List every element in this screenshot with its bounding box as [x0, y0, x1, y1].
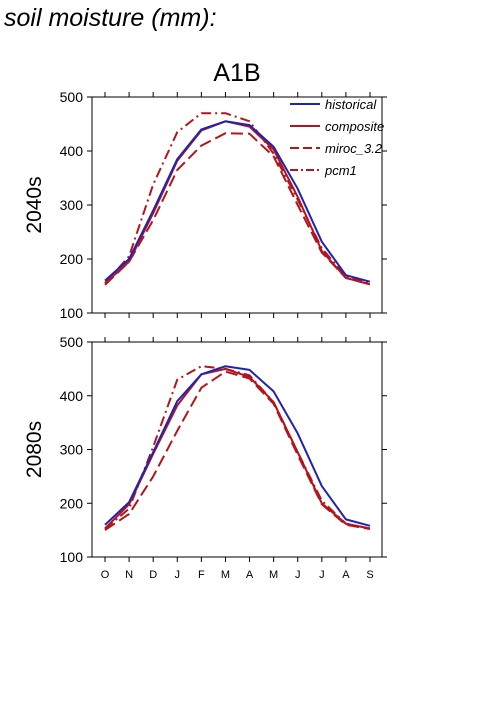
x-tick-label: F	[198, 569, 205, 581]
x-tick-label: D	[149, 569, 157, 581]
y-tick-label: 500	[60, 89, 84, 105]
x-tick-label: J	[319, 569, 325, 581]
x-tick-label: O	[101, 569, 110, 581]
page-title: soil moisture (mm):	[4, 4, 217, 32]
x-tick-label: N	[125, 569, 133, 581]
series-line-miroc-3-2	[104, 370, 371, 531]
y-tick-label: 100	[60, 549, 84, 565]
y-tick-label: 500	[60, 334, 84, 350]
y-tick-label: 400	[60, 388, 84, 404]
x-tick-label: S	[366, 569, 373, 581]
series-line-historical	[104, 120, 371, 283]
legend-label: historical	[325, 97, 377, 112]
y-tick-label: 300	[60, 442, 84, 458]
x-tick-label: J	[175, 569, 181, 581]
x-tick-label: A	[342, 569, 350, 581]
series-line-miroc-3-2	[104, 132, 371, 286]
y-tick-label: 200	[60, 495, 84, 511]
legend-label: composite	[325, 119, 384, 134]
x-tick-label: M	[221, 569, 230, 581]
y-axis-label: 2080s	[23, 421, 46, 478]
series-line-pcm1	[104, 112, 371, 285]
y-tick-label: 400	[60, 143, 84, 159]
legend-label: miroc_3.2	[325, 141, 383, 156]
x-tick-label: A	[246, 569, 254, 581]
y-axis-label: 2040s	[23, 176, 46, 233]
legend: historical composite miroc_3.2 pcm1	[290, 97, 384, 178]
chart-panel-2: 100 200 300 400 500 O N D J F M A M J J A S 2080s	[23, 334, 387, 581]
y-tick-label: 100	[60, 305, 84, 321]
x-tick-label: M	[269, 569, 278, 581]
chart-panel-1: 100 200 300 400 500 2040s A1B historical composi…	[23, 59, 387, 321]
legend-label: pcm1	[324, 163, 357, 178]
chart-title: A1B	[213, 59, 260, 87]
series-line-historical	[104, 365, 371, 527]
y-tick-label: 200	[60, 251, 84, 267]
series-line-pcm1	[104, 365, 371, 530]
x-tick-label: J	[295, 569, 301, 581]
y-tick-label: 300	[60, 197, 84, 213]
series-line-composite	[104, 367, 371, 530]
